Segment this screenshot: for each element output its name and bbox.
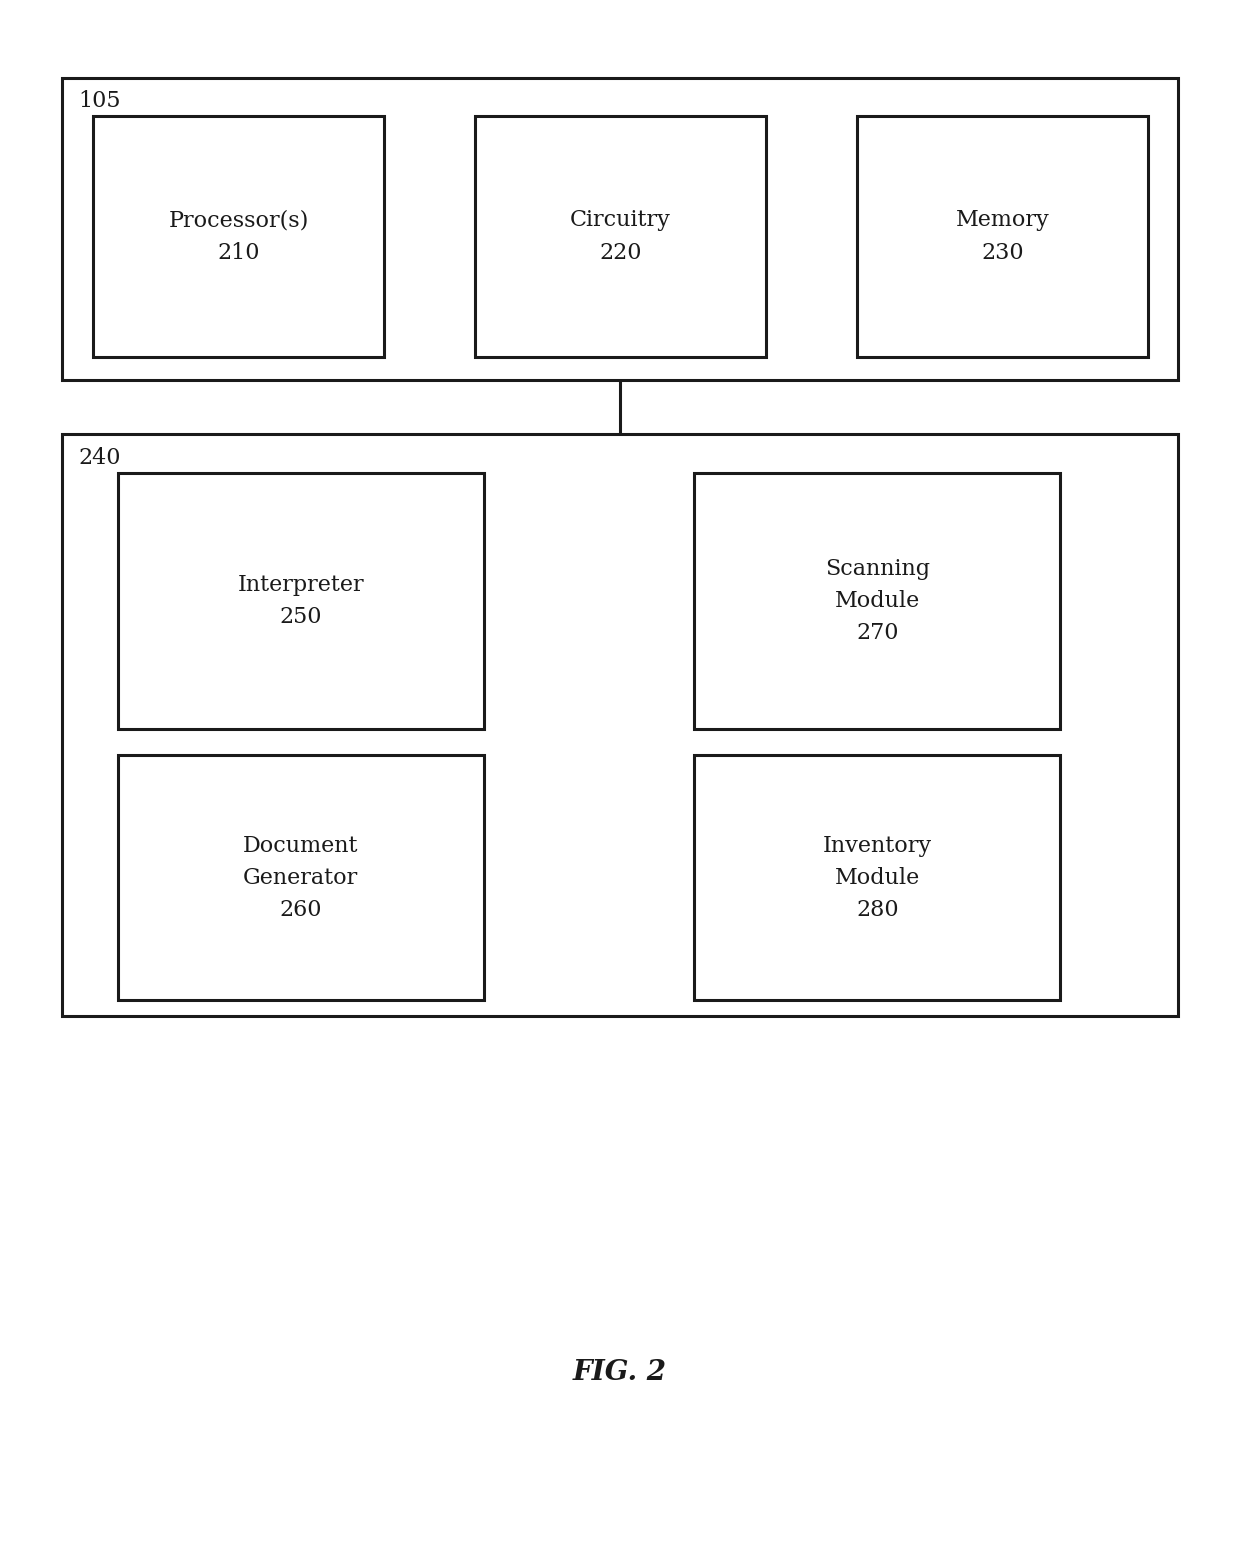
Text: FIG. 2: FIG. 2 <box>573 1359 667 1387</box>
Text: Interpreter
250: Interpreter 250 <box>237 574 365 628</box>
Text: 105: 105 <box>78 90 120 112</box>
Bar <box>118 473 484 729</box>
Text: Scanning
Module
270: Scanning Module 270 <box>825 558 930 644</box>
Text: Inventory
Module
280: Inventory Module 280 <box>822 834 932 921</box>
Bar <box>694 755 1060 1000</box>
Bar <box>93 116 384 357</box>
Bar <box>694 473 1060 729</box>
Bar <box>62 78 1178 380</box>
Text: Document
Generator
260: Document Generator 260 <box>243 834 358 921</box>
Text: Processor(s)
210: Processor(s) 210 <box>169 209 309 264</box>
Text: Circuitry
220: Circuitry 220 <box>570 209 671 264</box>
Bar <box>857 116 1148 357</box>
Text: Memory
230: Memory 230 <box>956 209 1049 264</box>
Bar <box>62 434 1178 1016</box>
Text: 240: 240 <box>78 447 120 468</box>
Bar <box>475 116 766 357</box>
Bar <box>118 755 484 1000</box>
